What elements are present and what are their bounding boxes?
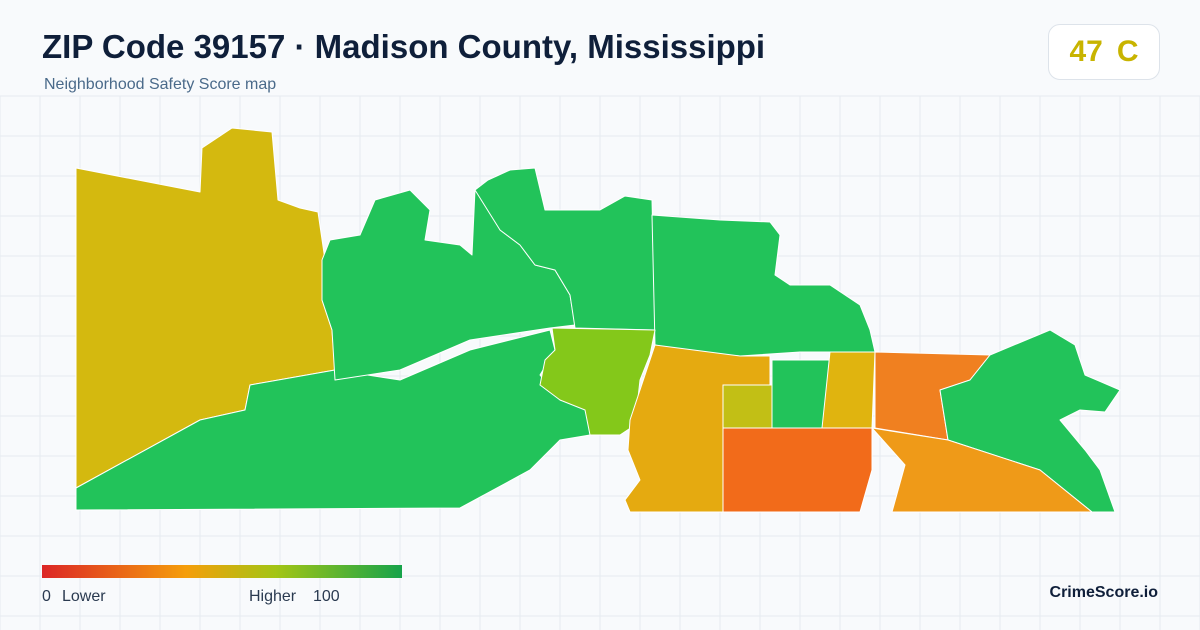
region <box>771 359 831 429</box>
region <box>624 344 771 513</box>
region <box>651 214 876 357</box>
map-regions <box>75 127 1121 513</box>
score-value: 47 <box>1069 35 1103 68</box>
region <box>821 351 876 429</box>
legend-gradient <box>42 565 402 578</box>
legend-max: 100 <box>313 588 340 605</box>
legend-min: 0 <box>42 588 51 605</box>
region <box>539 327 656 436</box>
legend-max-label: Higher <box>249 588 297 605</box>
score-badge: 47 C <box>1048 24 1160 80</box>
title: ZIP Code 39157 · Madison County, Mississ… <box>42 28 766 65</box>
score-grade: C <box>1116 35 1139 68</box>
brand: CrimeScore.io <box>1049 584 1158 601</box>
region <box>871 427 1093 513</box>
legend-min-label: Lower <box>62 588 106 605</box>
region <box>722 384 773 429</box>
subtitle: Neighborhood Safety Score map <box>44 76 277 93</box>
region <box>75 329 621 511</box>
region <box>722 427 873 513</box>
